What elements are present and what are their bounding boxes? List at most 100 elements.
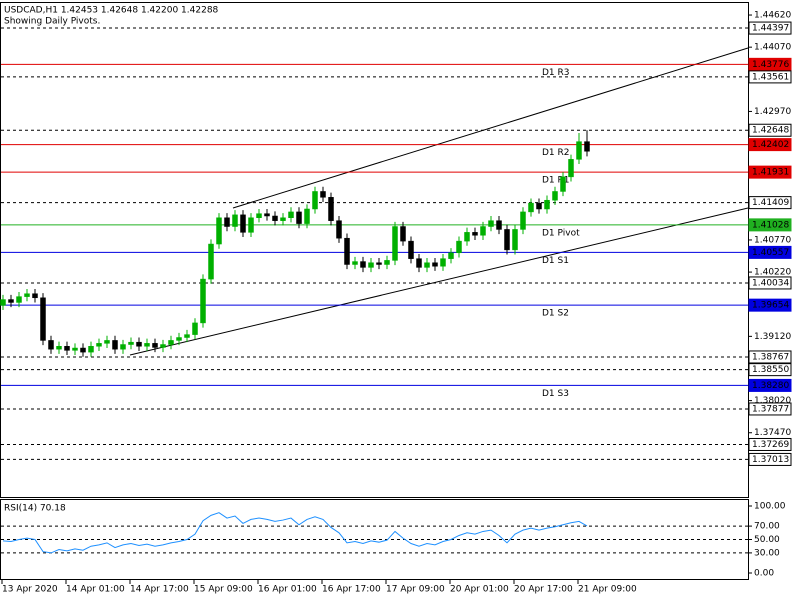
candle-body bbox=[440, 258, 446, 267]
candle-body bbox=[88, 346, 94, 353]
price-tag-label: 1.38767 bbox=[752, 352, 789, 362]
rsi-title: RSI(14) 70.18 bbox=[4, 504, 66, 514]
price-tag bbox=[748, 402, 792, 416]
candle-body bbox=[160, 344, 166, 348]
price-tag-label: 1.41931 bbox=[752, 168, 789, 178]
price-tag-label: 1.40034 bbox=[752, 278, 789, 288]
candle-body bbox=[528, 202, 534, 213]
candle-body bbox=[104, 340, 110, 344]
candle-body bbox=[464, 232, 470, 242]
y-tick-label: 1.44070 bbox=[754, 43, 791, 53]
level-label: D1 R2 bbox=[542, 148, 570, 158]
price-tag-label: 1.41409 bbox=[752, 198, 789, 208]
price-tag-label: 1.42648 bbox=[752, 126, 789, 136]
candle-body bbox=[408, 240, 414, 259]
chart-subtitle: Showing Daily Pivots. bbox=[4, 17, 100, 27]
x-tick-label: 15 Apr 09:00 bbox=[194, 585, 253, 595]
candle-body bbox=[560, 176, 566, 192]
price-tag-label: 1.41028 bbox=[752, 220, 789, 230]
candle-body bbox=[360, 261, 366, 268]
candle-body bbox=[352, 261, 358, 265]
candle-body bbox=[552, 191, 558, 201]
y-tick-label: 1.40220 bbox=[754, 268, 791, 278]
price-tag-label: 1.38280 bbox=[752, 381, 789, 391]
y-tick-label: 70.00 bbox=[754, 522, 780, 532]
candle-body bbox=[168, 340, 174, 345]
candle-body bbox=[392, 226, 398, 261]
price-tag bbox=[748, 57, 792, 71]
candle-body bbox=[96, 343, 102, 347]
candle-body bbox=[256, 213, 262, 219]
price-tag bbox=[748, 437, 792, 451]
candle-body bbox=[152, 343, 158, 348]
candle-body bbox=[304, 208, 310, 224]
price-tag-label: 1.37877 bbox=[752, 404, 789, 414]
candle-body bbox=[536, 202, 542, 210]
candle-body bbox=[72, 347, 78, 351]
candle-body bbox=[344, 237, 350, 265]
chart-title: USDCAD,H1 1.42453 1.42648 1.42200 1.4228… bbox=[4, 6, 219, 16]
x-tick-label: 20 Apr 01:00 bbox=[450, 585, 509, 595]
price-tag bbox=[748, 378, 792, 392]
candle-body bbox=[16, 296, 22, 303]
price-tag bbox=[748, 70, 792, 84]
y-tick-label: 1.42970 bbox=[754, 107, 791, 117]
candle-body bbox=[544, 199, 550, 210]
price-tag-label: 1.38550 bbox=[752, 365, 789, 375]
price-tag bbox=[748, 276, 792, 290]
level-label: D1 R1 bbox=[542, 176, 570, 186]
candle-body bbox=[280, 217, 286, 221]
price-tag bbox=[748, 350, 792, 364]
level-label: D1 S2 bbox=[542, 309, 569, 319]
price-tag bbox=[748, 363, 792, 377]
x-tick-label: 20 Apr 17:00 bbox=[514, 585, 573, 595]
level-label: D1 S3 bbox=[542, 389, 569, 399]
candle-body bbox=[40, 297, 46, 341]
price-tag-label: 1.37269 bbox=[752, 440, 789, 450]
y-tick-label: 30.00 bbox=[754, 548, 780, 558]
price-tag bbox=[748, 138, 792, 152]
candle-body bbox=[264, 213, 270, 217]
candle-body bbox=[384, 260, 390, 265]
candle-body bbox=[56, 346, 62, 350]
candle-body bbox=[144, 343, 150, 347]
candle-body bbox=[504, 229, 510, 251]
candle-body bbox=[488, 220, 494, 227]
candle-body bbox=[400, 226, 406, 242]
price-tag-label: 1.42402 bbox=[752, 140, 789, 150]
candle-body bbox=[368, 262, 374, 268]
price-tag-label: 1.43561 bbox=[752, 72, 789, 82]
y-tick-label: 1.38020 bbox=[754, 396, 791, 406]
price-tag bbox=[748, 452, 792, 466]
candle-body bbox=[120, 344, 126, 350]
y-tick-label: 100.00 bbox=[754, 502, 786, 512]
candle-body bbox=[376, 262, 382, 265]
price-tag bbox=[748, 123, 792, 137]
y-tick-label: 1.37470 bbox=[754, 428, 791, 438]
candle-body bbox=[232, 214, 238, 227]
candle-body bbox=[432, 262, 438, 267]
candle-body bbox=[48, 340, 54, 350]
y-tick-label: 0.00 bbox=[754, 569, 774, 579]
price-tag-label: 1.37013 bbox=[752, 455, 789, 465]
candle-body bbox=[480, 226, 486, 236]
candle-body bbox=[328, 197, 334, 221]
candle-body bbox=[336, 220, 342, 239]
candle-body bbox=[240, 214, 246, 233]
x-tick-label: 14 Apr 01:00 bbox=[66, 585, 125, 595]
rsi-line bbox=[2, 512, 588, 554]
y-tick-label: 50.00 bbox=[754, 535, 780, 545]
candle-body bbox=[496, 220, 502, 230]
y-tick-label: 1.44620 bbox=[754, 11, 791, 21]
candle-body bbox=[184, 334, 190, 338]
level-label: D1 R3 bbox=[542, 68, 570, 78]
candle-body bbox=[128, 341, 134, 345]
candle-body bbox=[288, 211, 294, 219]
level-label: D1 Pivot bbox=[542, 228, 580, 238]
candle-body bbox=[24, 293, 30, 297]
price-tag bbox=[748, 21, 792, 35]
candle-body bbox=[312, 191, 318, 210]
candle-body bbox=[208, 243, 214, 280]
candle-body bbox=[112, 340, 118, 350]
